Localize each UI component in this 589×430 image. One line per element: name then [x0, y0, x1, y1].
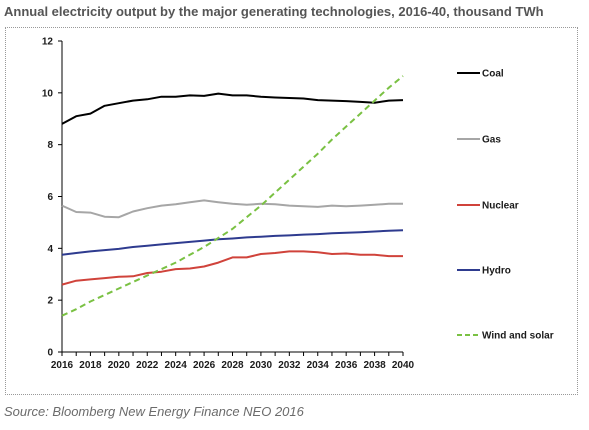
x-tick-label: 2030 — [250, 360, 273, 371]
source-note: Source: Bloomberg New Energy Finance NEO… — [4, 404, 304, 419]
x-tick-label: 2028 — [221, 360, 244, 371]
x-tick-label: 2040 — [392, 360, 415, 371]
y-tick-label: 2 — [47, 296, 53, 307]
legend-label-wind-and-solar: Wind and solar — [482, 331, 554, 342]
x-tick-label: 2016 — [51, 360, 74, 371]
legend-label-gas: Gas — [482, 135, 501, 146]
legend-label-hydro: Hydro — [482, 266, 511, 277]
x-tick-label: 2020 — [108, 360, 131, 371]
legend-label-coal: Coal — [482, 69, 504, 80]
y-tick-label: 0 — [47, 348, 53, 359]
series-line-coal — [61, 92, 404, 125]
y-tick-label: 6 — [47, 192, 53, 203]
x-tick-label: 2022 — [136, 360, 159, 371]
series-lines — [61, 75, 404, 317]
x-tick-label: 2024 — [165, 360, 188, 371]
series-line-wind-and-solar — [61, 75, 404, 317]
y-tick-label: 4 — [47, 244, 53, 255]
chart-frame — [5, 27, 578, 395]
x-tick-label: 2036 — [335, 360, 358, 371]
y-tick-label: 10 — [42, 88, 54, 99]
x-tick-label: 2018 — [79, 360, 102, 371]
legend: Coal Gas Nuclear Hydro Wind and solar — [457, 69, 554, 342]
x-tick-label: 2032 — [278, 360, 301, 371]
x-tick-label: 2026 — [193, 360, 216, 371]
series-line-nuclear — [61, 250, 403, 286]
axes: 0 2 4 6 8 10 12 2016 2018 2020 2022 2024 2026 2028 203… — [42, 37, 415, 372]
legend-label-nuclear: Nuclear — [482, 201, 519, 212]
chart-title: Annual electricity output by the major g… — [4, 4, 544, 19]
series-line-hydro — [61, 229, 404, 256]
series-line-gas — [61, 199, 403, 219]
x-tick-label: 2034 — [307, 360, 330, 371]
x-tick-label: 2038 — [363, 360, 386, 371]
y-tick-label: 8 — [47, 140, 53, 151]
y-tick-label: 12 — [42, 37, 54, 48]
